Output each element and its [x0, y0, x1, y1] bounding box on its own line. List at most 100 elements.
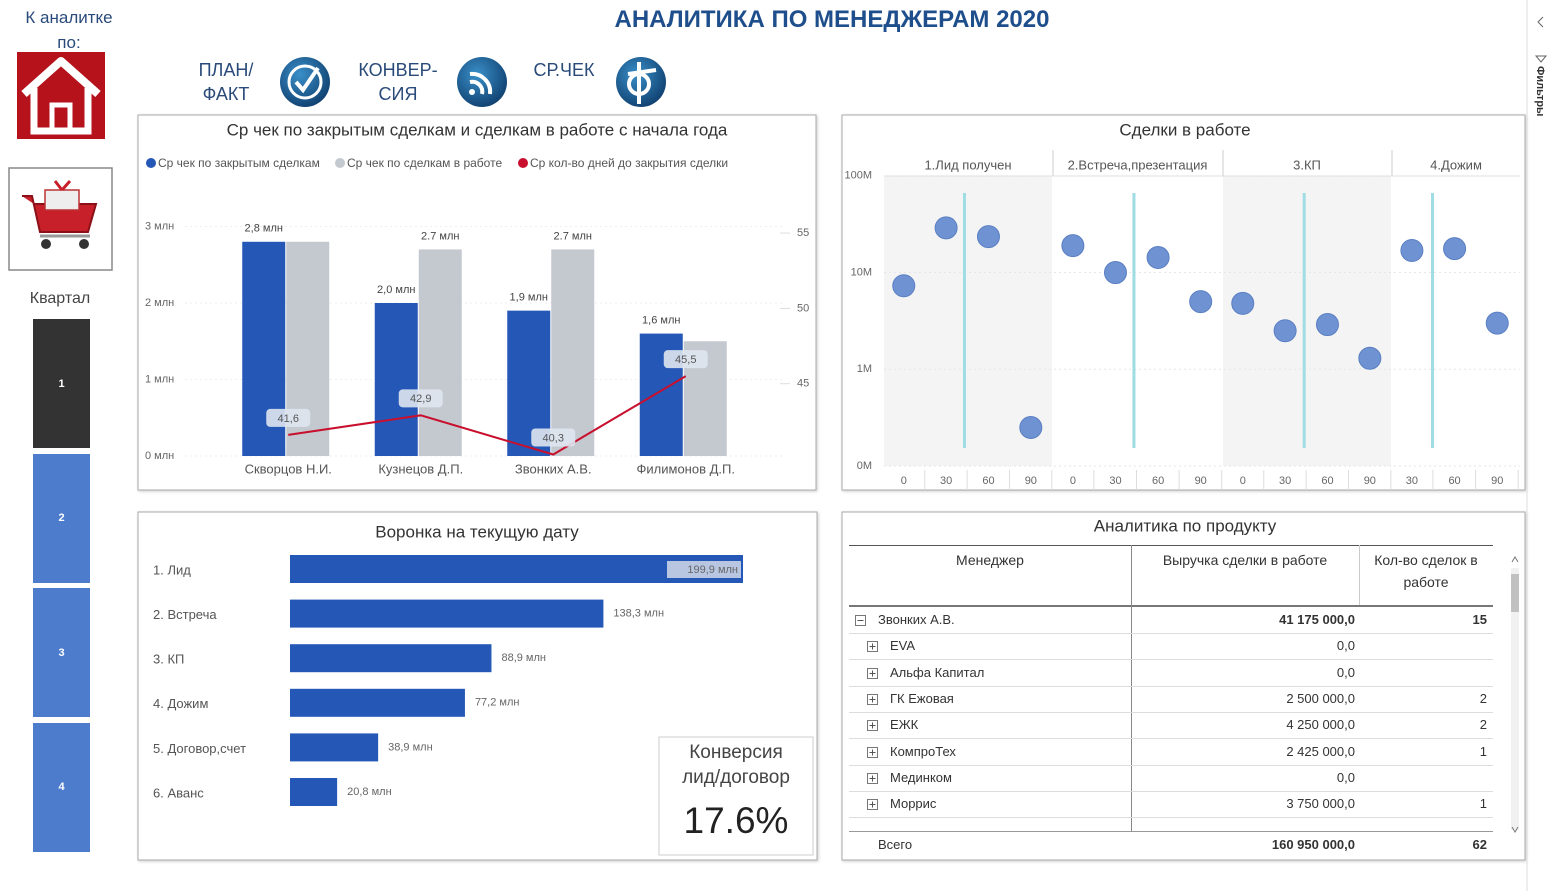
column-header: Выручка сделки в работе — [1162, 552, 1328, 568]
bar — [551, 249, 595, 456]
quarter-button[interactable]: 1 — [33, 319, 90, 448]
data-label-box — [663, 350, 708, 369]
quarter-button[interactable]: 4 — [33, 722, 90, 852]
bar — [290, 778, 338, 806]
panel-label: 2.Встреча,презентация — [1068, 157, 1208, 172]
cart-button[interactable] — [8, 167, 113, 271]
row-revenue: 41 175 000,0 — [1279, 612, 1355, 627]
column-divider — [1359, 545, 1360, 605]
y-tick-label: 1 млн — [145, 373, 174, 385]
quarter-button[interactable]: 3 — [33, 588, 90, 717]
header-rule — [849, 545, 1493, 546]
chart-title: Сделки в работе — [1119, 120, 1250, 139]
nav-icon[interactable] — [280, 57, 330, 107]
x-tick-label: 30 — [1279, 475, 1291, 487]
header-rule — [849, 605, 1493, 607]
x-tick-label: 0 — [1070, 475, 1076, 487]
expand-icon[interactable] — [867, 667, 878, 679]
point — [1103, 261, 1127, 285]
row-label: КомпроТех — [890, 743, 956, 759]
expand-icon[interactable] — [867, 772, 878, 784]
row-revenue: 0,0 — [1336, 664, 1355, 680]
row-label: Мединком — [890, 769, 952, 785]
panel-label: 3.КП — [1293, 157, 1321, 172]
row-revenue: 3 750 000,0 — [1286, 796, 1355, 812]
category-label: 2. Встреча — [153, 607, 217, 622]
table-row: ЕЖК 4 250 000,0 2 — [849, 712, 1493, 740]
nav-label[interactable]: КОНВЕР- СИЯ — [358, 60, 438, 104]
x-tick-label: 60 — [1321, 475, 1333, 487]
x-tick-label: 0 — [901, 475, 907, 487]
y2-tick-label: 55 — [797, 227, 809, 239]
point — [1358, 346, 1382, 370]
row-revenue: 0,0 — [1336, 769, 1355, 785]
point — [892, 274, 916, 298]
data-label: 45,5 — [675, 354, 696, 366]
point — [1485, 311, 1509, 335]
data-label: 2.7 млн — [554, 230, 592, 242]
expand-icon[interactable] — [867, 799, 878, 811]
data-label: 41,6 — [278, 413, 299, 425]
data-label-box — [667, 561, 741, 578]
scrollbar[interactable] — [1511, 556, 1519, 833]
y-tick-label: 0 млн — [145, 450, 174, 462]
row-count: 1 — [1479, 796, 1487, 812]
point — [1315, 313, 1339, 337]
chart-title: Ср чек по закрытым сделкам и сделкам в р… — [227, 120, 728, 139]
table-title: Аналитика по продукту — [1094, 516, 1277, 535]
filter-icon — [1534, 55, 1548, 63]
kpi-value: 17.6% — [683, 800, 789, 841]
x-tick-label: 90 — [1364, 475, 1376, 487]
bar — [290, 644, 492, 673]
expand-icon[interactable] — [867, 641, 878, 653]
nav-icon[interactable] — [616, 57, 666, 107]
data-label-box — [531, 428, 576, 447]
row-count: 15 — [1472, 612, 1487, 627]
legend-label: Ср кол-во дней до закрытия сделки — [530, 156, 728, 170]
home-button[interactable] — [17, 52, 105, 139]
data-label: 2.7 млн — [421, 230, 459, 242]
expand-icon[interactable] — [867, 720, 878, 732]
collapse-button[interactable] — [1537, 16, 1544, 28]
x-tick-label: Скворцов Н.И. — [245, 461, 332, 476]
total-count: 62 — [1472, 837, 1487, 852]
expand-icon[interactable] — [867, 746, 878, 758]
row-label: ГК Ежовая — [890, 690, 954, 706]
data-label: 1,9 млн — [510, 292, 548, 304]
y-tick-label: 0M — [857, 460, 872, 472]
quarter-button[interactable]: 2 — [33, 453, 90, 583]
row-count: 2 — [1479, 717, 1487, 733]
point — [1061, 234, 1085, 258]
row-count: 1 — [1479, 743, 1487, 759]
legend-marker — [146, 158, 156, 168]
point — [1400, 239, 1424, 263]
nav-label[interactable]: СР.ЧЕК — [533, 60, 595, 80]
legend-label: Ср чек по сделкам в работе — [347, 156, 502, 170]
panel-label: 4.Дожим — [1430, 157, 1482, 172]
expand-icon[interactable] — [855, 615, 866, 626]
row-label: EVA — [890, 638, 916, 654]
table: Менеджер Выручка сделки в работе Кол-во сд… — [849, 545, 1493, 859]
data-label: 199,9 млн — [687, 564, 738, 576]
category-label: 1. Лид — [153, 562, 191, 577]
x-tick-label: 60 — [1152, 475, 1164, 487]
row-count: 2 — [1479, 690, 1487, 706]
page-title: АНАЛИТИКА ПО МЕНЕДЖЕРАМ 2020 — [614, 6, 1050, 33]
panel-shade — [884, 176, 1052, 466]
row-label: ЕЖК — [890, 717, 919, 733]
row-revenue: 2 425 000,0 — [1286, 743, 1355, 759]
data-label-box — [398, 389, 443, 408]
chart-title: Воронка на текущую дату — [375, 522, 579, 541]
legend-marker — [518, 158, 528, 168]
nav-icon[interactable] — [457, 57, 507, 107]
quarter-label: Квартал — [29, 290, 91, 307]
expand-icon[interactable] — [867, 693, 878, 705]
data-label: 2,0 млн — [377, 284, 415, 296]
kpi-card — [658, 736, 814, 856]
total-revenue: 160 950 000,0 — [1271, 837, 1355, 852]
table-row: EVA 0,0 — [849, 633, 1493, 661]
nav-label[interactable]: ПЛАН/ ФАКТ — [198, 60, 254, 104]
row-label: Звонких А.В. — [878, 612, 955, 627]
point — [934, 216, 958, 240]
filters-label: Фильтры — [1534, 66, 1546, 116]
